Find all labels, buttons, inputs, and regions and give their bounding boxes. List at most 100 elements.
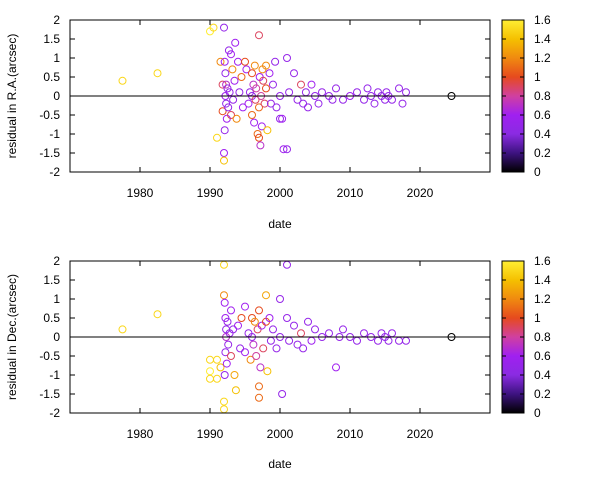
ra-data-point [250, 61, 259, 70]
panel-dec: 1980 1990 2000 2010 2020 -2 -1.5 -1 -0.5 0 0.5 1 1.… [5, 254, 551, 471]
ra-y-axis-label: residual in R.A.(arcsec) [5, 34, 19, 159]
dec-data-point [221, 348, 230, 357]
ra-data-point [283, 145, 291, 154]
dec-data-point [250, 317, 259, 326]
dec-data-point [216, 363, 225, 372]
dec-y-tick-label: 0.5 [43, 311, 60, 325]
ra-data-point [213, 133, 221, 142]
ra-data-point [223, 84, 232, 93]
ra-data-point [222, 114, 231, 123]
ra-data-point [299, 99, 308, 108]
dec-data-point [249, 340, 258, 349]
ra-colorbar-tick-label: 1.4 [534, 32, 551, 46]
ra-data-point [276, 114, 284, 123]
ra-data-point [250, 118, 259, 127]
dec-data-point [263, 367, 272, 376]
dec-data-point [299, 344, 308, 353]
ra-data-point [314, 99, 323, 108]
ra-data-point [255, 31, 263, 40]
ra-points [118, 23, 456, 165]
ra-data-point [224, 103, 233, 112]
ra-data-point [220, 126, 229, 135]
dec-y-ticks: -2 -1.5 -1 -0.5 0 0.5 1 1.5 2 [39, 254, 490, 420]
ra-data-point [318, 88, 326, 97]
dec-colorbar-tick-label: 1.2 [534, 292, 551, 306]
ra-x-tick-label: 2010 [337, 186, 364, 200]
ra-data-point [263, 126, 272, 135]
dec-data-point [253, 325, 262, 334]
dec-data-point [252, 352, 261, 360]
ra-data-point [222, 80, 231, 89]
ra-data-point [244, 99, 253, 108]
ra-colorbar-ticks: 0 0.2 0.4 0.6 0.8 1 1.2 1.4 1.6 [502, 13, 551, 179]
ra-data-point [259, 76, 268, 85]
dec-x-ticks: 1980 1990 2000 2010 2020 [127, 261, 434, 441]
dec-data-point [206, 355, 214, 364]
dec-y-tick-label: 1.5 [43, 273, 60, 287]
dec-data-point [222, 359, 231, 368]
dec-data-point [220, 397, 228, 406]
ra-data-point [237, 73, 246, 81]
ra-colorbar-tick-label: 0.2 [534, 146, 551, 160]
dec-data-point [237, 314, 246, 322]
dec-data-point [285, 336, 294, 345]
dec-data-point [255, 382, 263, 391]
ra-x-tick-label: 1980 [127, 186, 154, 200]
ra-data-point [265, 69, 274, 78]
ra-data-point [363, 84, 372, 93]
dec-data-point [227, 352, 235, 360]
ra-colorbar-tick-label: 1 [534, 70, 541, 84]
ra-data-point [290, 69, 298, 78]
dec-data-point [272, 344, 281, 353]
ra-y-tick-label: -0.5 [39, 108, 60, 122]
ra-data-point [279, 145, 288, 154]
ra-data-point [228, 65, 237, 74]
ra-data-point [262, 61, 270, 70]
dec-data-point [276, 295, 284, 303]
ra-data-point [234, 57, 242, 66]
ra-data-point [153, 69, 162, 78]
ra-y-tick-label: -1.5 [39, 146, 60, 160]
dec-colorbar-tick-label: 0.8 [534, 330, 551, 344]
dec-data-point [332, 363, 340, 372]
ra-data-point [360, 95, 368, 104]
dec-colorbar-tick-label: 0.6 [534, 349, 551, 363]
ra-data-point [230, 76, 239, 85]
ra-data-point [278, 114, 287, 123]
dec-data-point [229, 325, 238, 334]
ra-colorbar-tick-label: 0.8 [534, 89, 551, 103]
dec-data-point [304, 317, 312, 326]
dec-data-point [206, 374, 214, 383]
ra-data-point [257, 122, 266, 131]
dec-x-tick-label: 2010 [337, 427, 364, 441]
dec-data-point [221, 314, 230, 322]
dec-data-point [213, 374, 221, 383]
dec-data-point [220, 260, 228, 269]
panel-ra: 1980 1990 2000 2010 2020 -2 -1.5 -1 -0.5 0 0.5 1 1.… [5, 13, 551, 231]
ra-y-tick-label: 1.5 [43, 32, 60, 46]
dec-data-point [255, 393, 263, 402]
ra-data-point [218, 80, 227, 89]
dec-data-point [402, 336, 410, 345]
ra-y-ticks: -2 -1.5 -1 -0.5 0 0.5 1 1.5 2 [39, 13, 490, 179]
ra-data-point [220, 156, 228, 165]
dec-colorbar-tick-label: 1 [534, 311, 541, 325]
dec-x-axis-label: date [268, 457, 292, 471]
dec-data-point [220, 405, 228, 414]
ra-data-point [232, 114, 241, 123]
dec-y-tick-label: -1 [49, 368, 60, 382]
dec-data-point [255, 306, 263, 315]
ra-colorbar: 0 0.2 0.4 0.6 0.8 1 1.2 1.4 1.6 [501, 13, 551, 179]
ra-data-point [238, 103, 247, 112]
dec-data-point [213, 355, 221, 364]
dec-colorbar-tick-label: 0.4 [534, 368, 551, 382]
dec-y-tick-label: 2 [53, 254, 60, 268]
dec-data-point [230, 371, 239, 379]
ra-data-point [301, 88, 310, 97]
dec-x-tick-label: 1980 [127, 427, 154, 441]
ra-data-point [304, 103, 312, 112]
dec-colorbar-tick-label: 0 [534, 406, 541, 420]
dec-x-tick-label: 2000 [267, 427, 294, 441]
dec-data-point [246, 355, 255, 364]
